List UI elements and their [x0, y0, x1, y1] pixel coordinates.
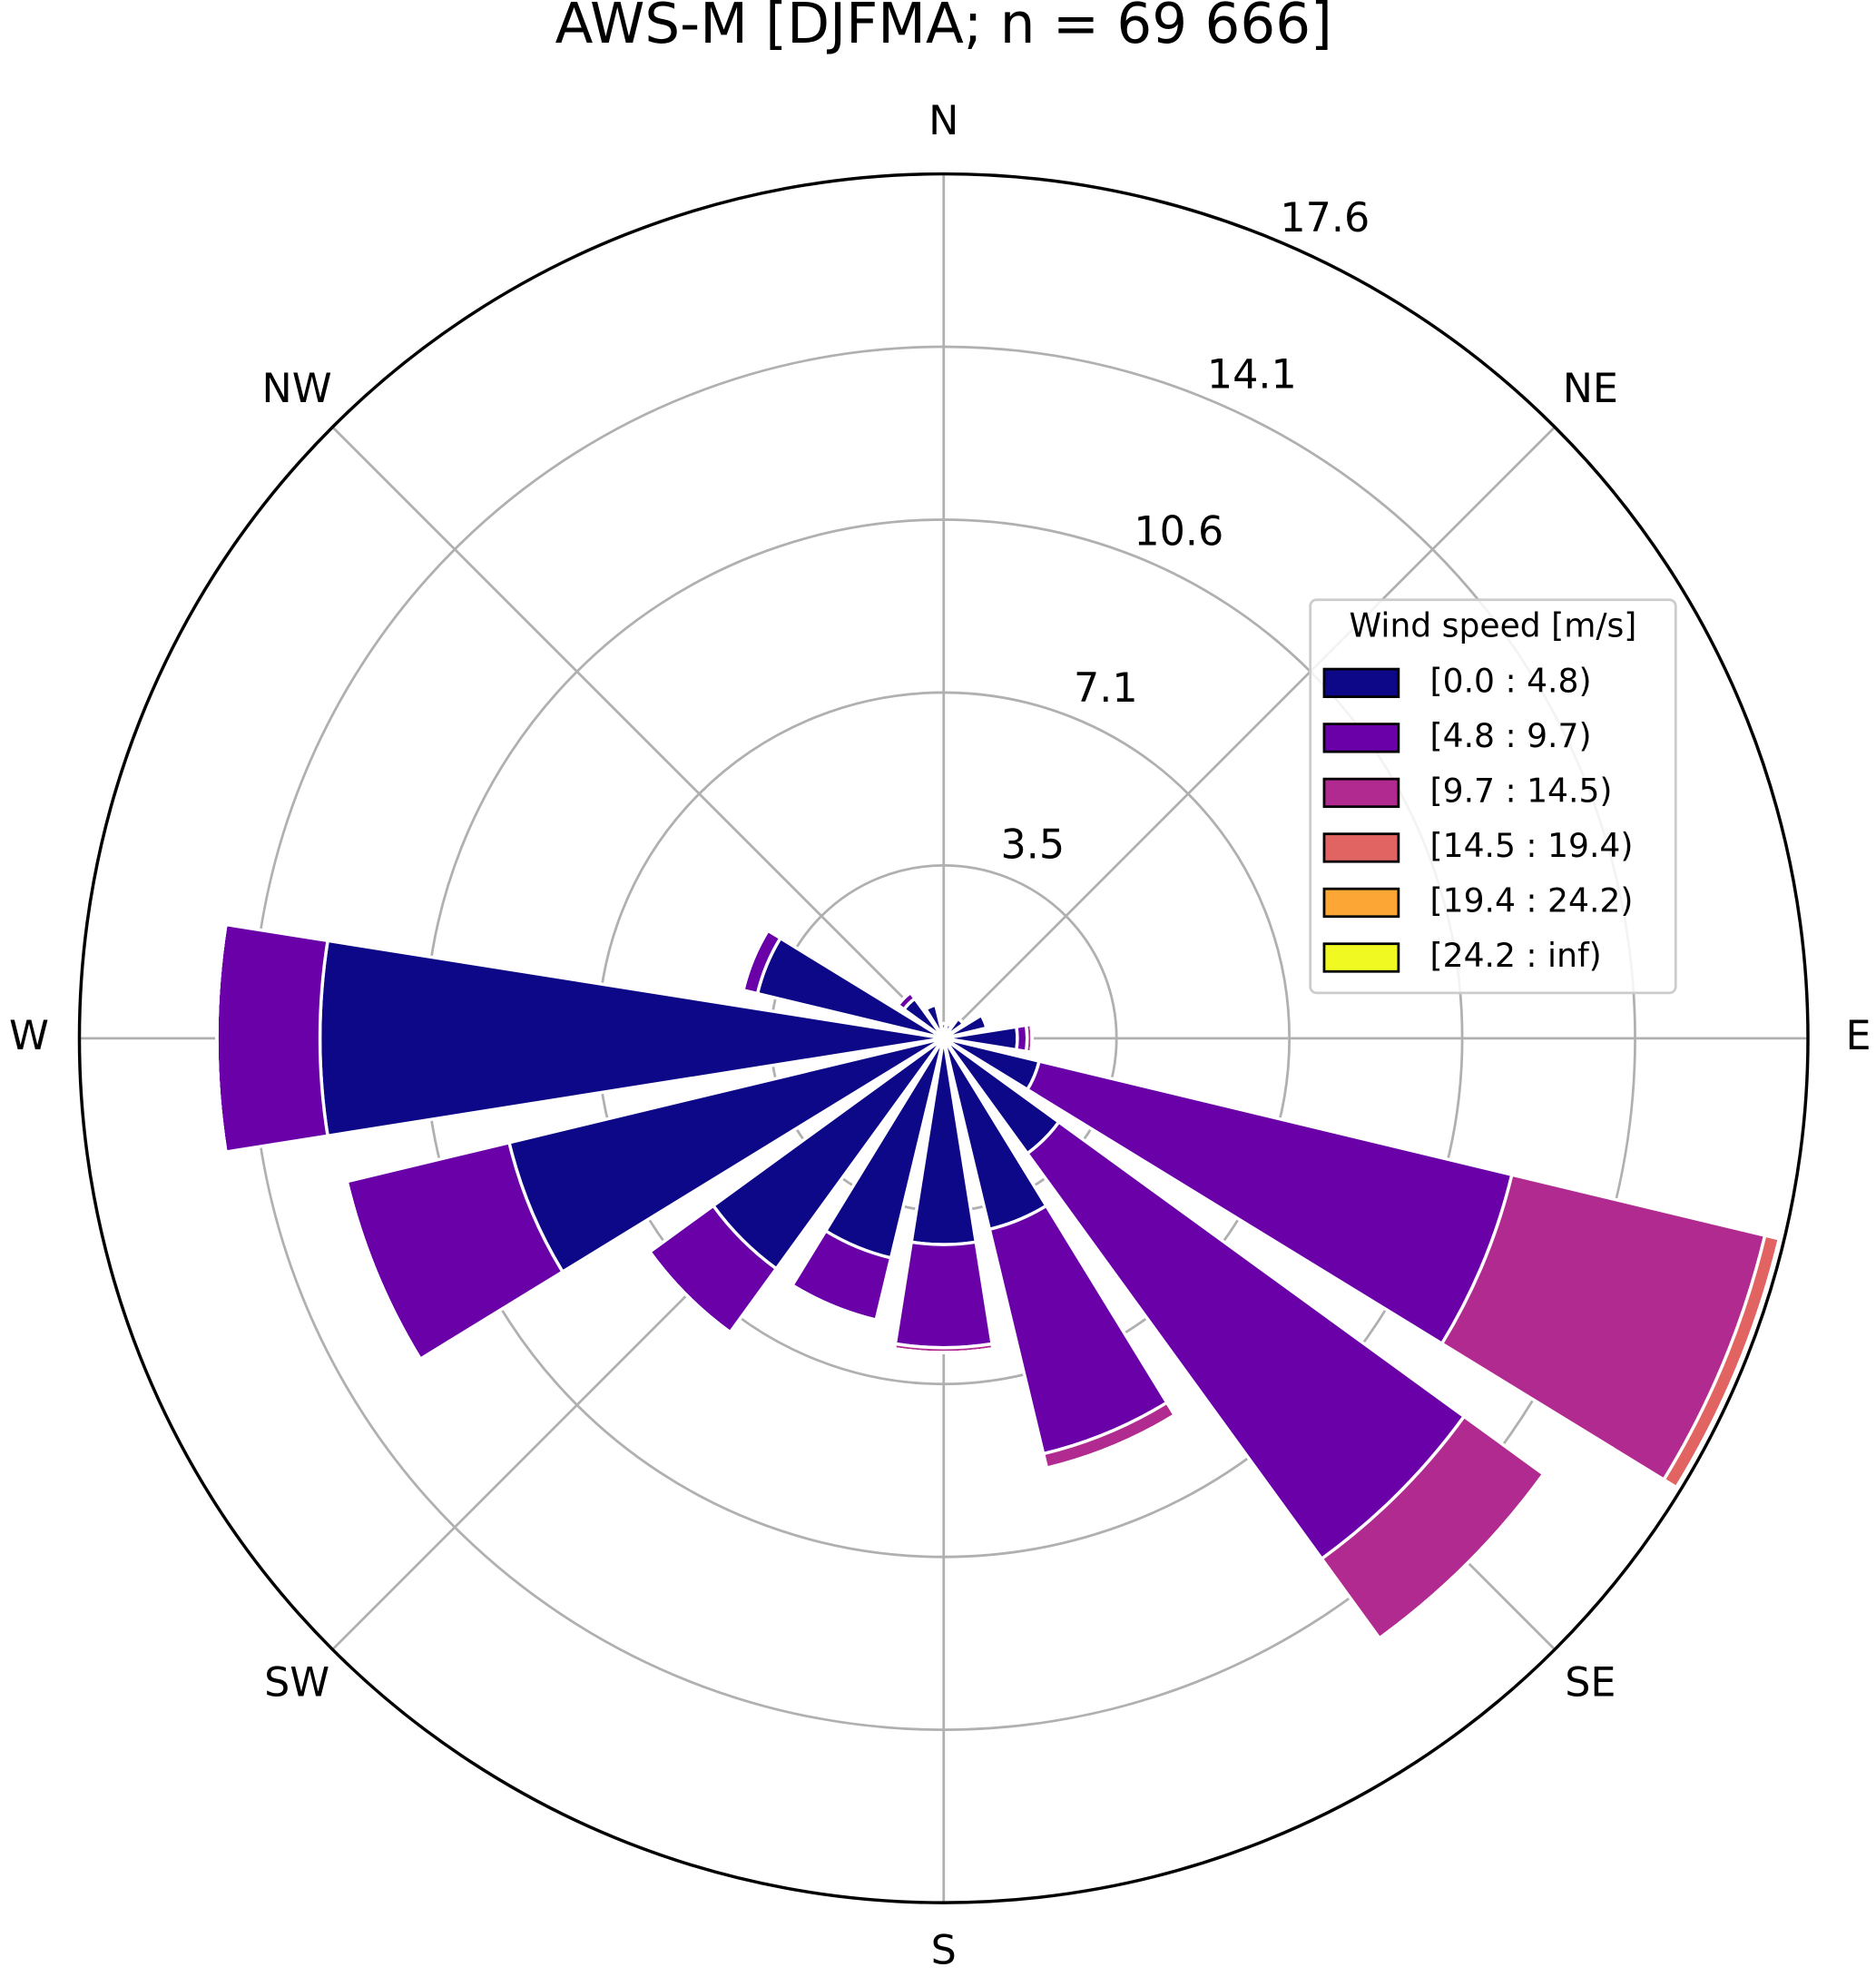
direction-label: E	[1846, 1013, 1871, 1059]
r-tick-label: 14.1	[1207, 352, 1297, 398]
legend-title: Wind speed [m/s]	[1350, 606, 1637, 644]
legend-box	[1309, 598, 1677, 995]
wedge	[925, 1003, 937, 1011]
radial-grid-line	[331, 426, 945, 1039]
direction-label: SE	[1565, 1659, 1616, 1706]
r-tick-label: 3.5	[1001, 821, 1066, 868]
legend-label: [0.0 : 4.8)	[1430, 662, 1592, 700]
wedge	[979, 1014, 988, 1028]
direction-label: N	[928, 98, 958, 144]
wedge	[893, 1240, 995, 1350]
legend-swatch	[1322, 887, 1400, 919]
wedge	[742, 929, 770, 991]
wedge	[1029, 1024, 1034, 1053]
wedge	[215, 922, 330, 1155]
r-tick-label: 7.1	[1074, 665, 1138, 712]
radial-grid-line	[942, 426, 1557, 1039]
chart-title: AWS-M [DJFMA; n = 69 666]	[555, 0, 1332, 56]
wedge	[947, 1022, 953, 1028]
wedge	[648, 1251, 732, 1334]
legend-label: [24.2 : inf)	[1430, 937, 1602, 975]
direction-label: W	[9, 1013, 49, 1059]
legend-swatch	[1322, 667, 1400, 699]
direction-label: SW	[264, 1659, 329, 1706]
wedge	[215, 924, 228, 1153]
legend-label: [19.4 : 24.2)	[1430, 881, 1634, 920]
wedge	[897, 991, 912, 1007]
legend-swatch	[1322, 723, 1400, 753]
direction-label: NE	[1563, 366, 1618, 412]
wedge	[1378, 1473, 1546, 1640]
r-tick-label: 10.6	[1134, 508, 1223, 555]
legend-label: [14.5 : 19.4)	[1430, 827, 1634, 865]
legend-label: [9.7 : 14.5)	[1430, 772, 1613, 810]
legend-swatch	[1322, 942, 1400, 973]
direction-label: S	[931, 1928, 957, 1974]
outer-circle	[77, 172, 1810, 1904]
legend-swatch	[1322, 832, 1400, 863]
r-tick-label: 17.6	[1280, 195, 1370, 241]
wedge	[1046, 1413, 1176, 1470]
legend-swatch	[1322, 777, 1400, 809]
wedge	[957, 1017, 966, 1025]
direction-label: NW	[262, 366, 332, 412]
wedge	[791, 1284, 877, 1322]
legend-label: [4.8 : 9.7)	[1430, 717, 1592, 755]
legend: Wind speed [m/s] [0.0 : 4.8) [4.8 : 9.7) [9…	[1309, 598, 1677, 995]
